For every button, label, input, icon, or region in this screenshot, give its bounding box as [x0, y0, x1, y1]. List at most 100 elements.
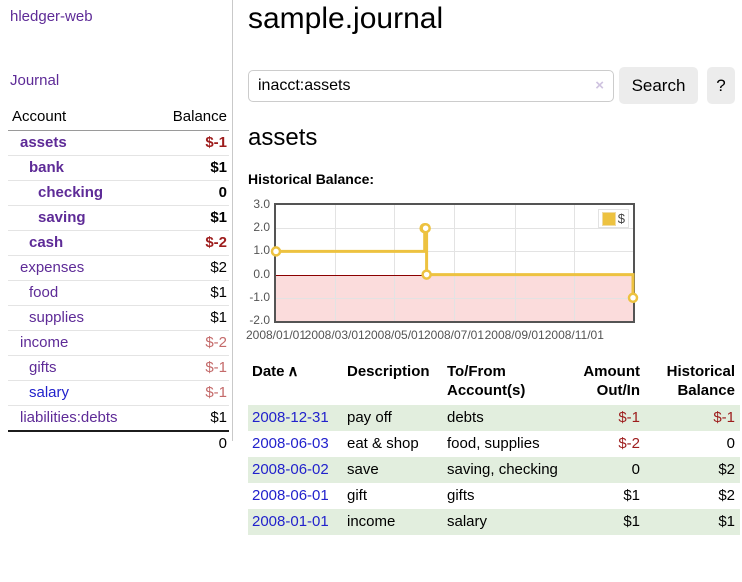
- register-header-date: Date ∧: [252, 363, 299, 380]
- register-table: Date ∧ Description To/From Account(s) Amo…: [248, 360, 740, 535]
- legend-label: $: [617, 211, 625, 226]
- account-link-assets[interactable]: assets: [20, 134, 67, 151]
- account-row: liabilities:debts $1: [8, 405, 229, 432]
- transaction-date-link[interactable]: 2008-06-03: [252, 435, 329, 452]
- transaction-amount: $1: [623, 513, 640, 530]
- account-link-income[interactable]: income: [20, 334, 69, 351]
- transaction-date-link[interactable]: 2008-12-31: [252, 409, 329, 426]
- transaction-accounts: salary: [447, 513, 488, 530]
- register-row: 2008-06-03 eat & shop food, supplies $-2…: [248, 431, 740, 457]
- transaction-amount: 0: [631, 461, 640, 478]
- y-axis-tick-label: 2.0: [253, 220, 270, 235]
- account-row: assets $-1: [8, 130, 229, 156]
- transaction-date-link[interactable]: 2008-06-01: [252, 487, 329, 504]
- transaction-description: gift: [347, 487, 368, 504]
- account-balance: $-2: [150, 330, 229, 356]
- register-row: 2008-06-01 gift gifts $1 $2: [248, 483, 740, 509]
- account-balance: $-1: [150, 355, 229, 381]
- transaction-accounts: gifts: [447, 487, 475, 504]
- account-link-cash[interactable]: cash: [29, 234, 64, 251]
- account-link-bank[interactable]: bank: [29, 159, 65, 176]
- transaction-accounts: food, supplies: [447, 435, 540, 452]
- transaction-balance: $2: [718, 487, 735, 504]
- account-balance: $-2: [150, 230, 229, 256]
- transaction-description: eat & shop: [347, 435, 419, 452]
- register-header-description: Description: [347, 363, 430, 380]
- y-axis-tick-label: 1.0: [253, 243, 270, 258]
- transaction-balance: $-1: [713, 409, 735, 426]
- register-header-amount: Amount Out/In: [583, 363, 640, 399]
- account-row: salary $-1: [8, 380, 229, 406]
- account-balance: $1: [150, 155, 229, 181]
- account-row: cash $-2: [8, 230, 229, 256]
- accounts-total-balance: 0: [150, 430, 229, 456]
- accounts-header-row: Account Balance: [8, 104, 229, 131]
- transaction-amount: $-2: [618, 435, 640, 452]
- transaction-balance: $1: [718, 513, 735, 530]
- y-axis-tick-label: -1.0: [249, 289, 270, 304]
- search-box: ×: [248, 70, 614, 102]
- account-balance: $1: [150, 280, 229, 306]
- account-row: bank $1: [8, 155, 229, 181]
- y-axis-tick-label: 3.0: [253, 197, 270, 211]
- register-row: 2008-01-01 income salary $1 $1: [248, 509, 740, 535]
- account-row: supplies $1: [8, 305, 229, 331]
- y-axis-tick-label: -2.0: [249, 313, 270, 327]
- search-button[interactable]: Search: [619, 67, 698, 104]
- account-link-liabilities-debts[interactable]: liabilities:debts: [20, 409, 118, 426]
- account-row: income $-2: [8, 330, 229, 356]
- chart-title: Historical Balance:: [248, 171, 375, 187]
- sort-asc-icon: ∧: [287, 363, 299, 380]
- search-form: × Search ?: [248, 67, 742, 105]
- transaction-description: pay off: [347, 409, 392, 426]
- register-header-accounts: To/From Account(s): [447, 363, 526, 399]
- accounts-total-row: 0: [8, 430, 229, 456]
- register-header-balance: Historical Balance: [666, 363, 735, 399]
- register-header-row: Date ∧ Description To/From Account(s) Amo…: [248, 360, 740, 405]
- main-content: sample.journal × Search ? assets Histori…: [246, 0, 742, 582]
- account-balance: $-1: [150, 380, 229, 406]
- account-balance: $1: [150, 305, 229, 331]
- search-input[interactable]: [258, 71, 578, 101]
- chart-legend: $: [597, 209, 629, 228]
- account-row: expenses $2: [8, 255, 229, 281]
- account-balance: 0: [150, 180, 229, 206]
- accounts-header-balance: Balance: [150, 104, 229, 131]
- sidebar: hledger-web Journal Account Balance asse…: [0, 0, 233, 456]
- transaction-amount: $-1: [618, 409, 640, 426]
- clear-search-icon[interactable]: ×: [595, 77, 604, 94]
- account-link-checking[interactable]: checking: [38, 184, 104, 201]
- account-link-salary[interactable]: salary: [29, 384, 70, 401]
- account-link-saving[interactable]: saving: [38, 209, 86, 226]
- page-title: sample.journal: [248, 2, 444, 35]
- transaction-description: save: [347, 461, 379, 478]
- x-axis-tick-label: 2008/09/01: [484, 328, 545, 342]
- account-balance: $-1: [150, 130, 229, 156]
- transaction-amount: $1: [623, 487, 640, 504]
- y-axis-tick-label: 0.0: [253, 266, 270, 281]
- account-link-gifts[interactable]: gifts: [29, 359, 57, 376]
- x-axis-tick-label: 2008/05/01: [364, 328, 425, 342]
- x-axis-tick-label: 2008/01/01: [245, 328, 307, 342]
- historical-balance-chart: $ 3.0 2.0 1.0 0.0 -1.0 -2.0 2008/01/01 2008/03/…: [246, 197, 742, 349]
- help-button[interactable]: ?: [707, 67, 735, 104]
- journal-link[interactable]: Journal: [10, 72, 60, 89]
- account-row: checking 0: [8, 180, 229, 206]
- transaction-accounts: debts: [447, 409, 484, 426]
- app-title-link[interactable]: hledger-web: [10, 8, 93, 25]
- account-link-supplies[interactable]: supplies: [29, 309, 85, 326]
- transaction-date-link[interactable]: 2008-01-01: [252, 513, 329, 530]
- account-heading: assets: [248, 124, 318, 151]
- transaction-description: income: [347, 513, 396, 530]
- account-link-food[interactable]: food: [29, 284, 59, 301]
- account-row: saving $1: [8, 205, 229, 231]
- x-axis-tick-label: 2008/11/01: [544, 328, 604, 342]
- account-balance: $1: [150, 205, 229, 231]
- account-balance: $1: [150, 405, 229, 432]
- account-row: food $1: [8, 280, 229, 306]
- account-row: gifts $-1: [8, 355, 229, 381]
- account-link-expenses[interactable]: expenses: [20, 259, 85, 276]
- chart-plot-area: $: [270, 203, 639, 323]
- transaction-date-link[interactable]: 2008-06-02: [252, 461, 329, 478]
- register-row: 2008-12-31 pay off debts $-1 $-1: [248, 405, 740, 431]
